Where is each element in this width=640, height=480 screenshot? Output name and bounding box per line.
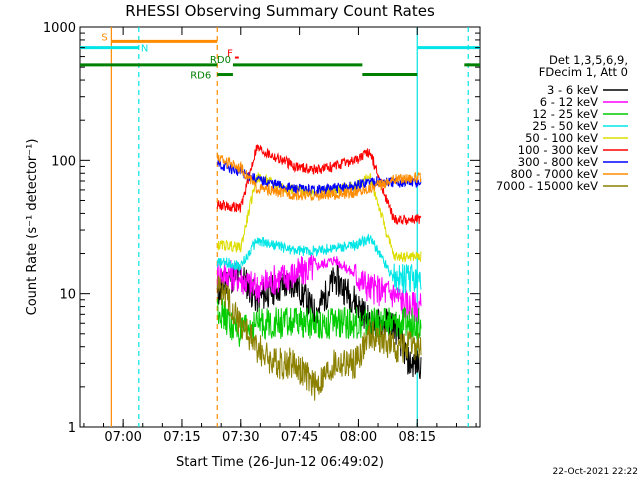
legend-label-3: 25 - 50 keV xyxy=(532,119,598,133)
x-tick-label-2: 07:30 xyxy=(222,430,259,445)
legend-label-0: 3 - 6 keV xyxy=(547,83,598,97)
series-line-8 xyxy=(216,275,422,401)
legend-header-0: Det 1,3,5,6,9, xyxy=(549,53,628,67)
timestamp: 22-Oct-2021 22:22 xyxy=(553,467,638,477)
flag-label-rd0: RD0 xyxy=(210,55,231,66)
legend-label-2: 12 - 25 keV xyxy=(532,107,598,121)
series-layer xyxy=(216,144,422,401)
chart-title: RHESSI Observing Summary Count Rates xyxy=(125,2,435,20)
legend-label-4: 50 - 100 keV xyxy=(525,131,598,145)
y-axis-label: Count Rate (s⁻¹ detector⁻¹) xyxy=(25,139,40,316)
flag-label-f: F xyxy=(227,49,233,60)
y-axis: 1 10 100 1000 xyxy=(43,21,480,436)
flag-bars: S N RD0 RD6 F xyxy=(80,32,480,82)
x-tick-label-4: 08:00 xyxy=(340,430,377,445)
flag-label-rd6: RD6 xyxy=(190,71,211,82)
series-line-7 xyxy=(216,152,422,201)
x-tick-label-3: 07:45 xyxy=(281,430,318,445)
legend-label-5: 100 - 300 keV xyxy=(518,143,598,157)
series-line-1 xyxy=(216,254,422,323)
x-axis-label: Start Time (26-Jun-12 06:49:02) xyxy=(176,455,384,470)
legend: Det 1,3,5,6,9,FDecim 1, Att 0 3 - 6 keV6 … xyxy=(496,53,628,193)
flag-label-s: S xyxy=(101,32,107,43)
legend-header-1: FDecim 1, Att 0 xyxy=(539,65,628,79)
flag-label-n: N xyxy=(141,44,148,55)
y-tick-label-1: 10 xyxy=(59,288,76,303)
y-tick-label-2: 100 xyxy=(51,154,76,169)
y-tick-label-3: 1000 xyxy=(43,21,76,36)
series-line-5 xyxy=(216,144,422,225)
legend-label-6: 300 - 800 keV xyxy=(518,155,598,169)
x-axis: 07:00 07:15 07:30 07:45 08:00 08:15 xyxy=(83,27,477,445)
x-tick-label-5: 08:15 xyxy=(399,430,436,445)
legend-label-1: 6 - 12 keV xyxy=(540,95,598,109)
legend-label-8: 7000 - 15000 keV xyxy=(496,179,598,193)
x-tick-label-0: 07:00 xyxy=(104,430,141,445)
legend-label-7: 800 - 7000 keV xyxy=(510,167,598,181)
y-tick-label-0: 1 xyxy=(68,421,76,436)
series-line-3 xyxy=(216,233,422,294)
x-tick-label-1: 07:15 xyxy=(163,430,200,445)
